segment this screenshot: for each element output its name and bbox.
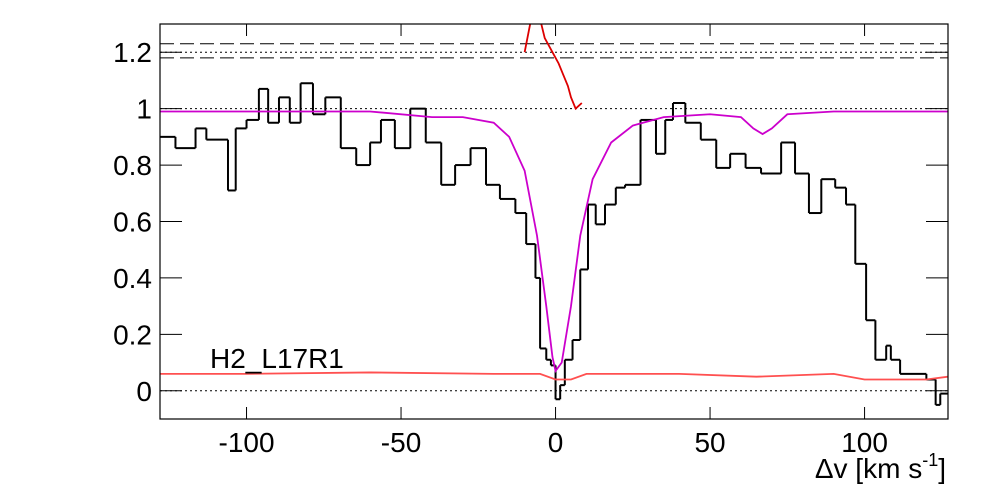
x-axis-title-sup: -1 — [922, 450, 938, 470]
y-tick-label: 0 — [136, 376, 152, 407]
x-axis-title-end: ] — [938, 453, 946, 484]
model-line — [523, 24, 583, 111]
x-axis-title: Δv [km s-1] — [815, 450, 946, 484]
y-tick-label: 1.2 — [113, 37, 152, 68]
model-line — [160, 371, 948, 381]
x-tick-label: -50 — [381, 427, 421, 458]
x-tick-label: 50 — [694, 427, 725, 458]
transition-label: H2_L17R1 — [210, 343, 344, 374]
y-tick-label: 1 — [136, 94, 152, 125]
y-tick-label: 0.6 — [113, 207, 152, 238]
plot-area — [160, 24, 948, 406]
x-axis-title-main: Δv [km s — [815, 453, 922, 484]
x-tick-label: 100 — [841, 427, 888, 458]
y-tick-label: 0.4 — [113, 263, 152, 294]
y-tick-label: 0.2 — [113, 319, 152, 350]
x-tick-label: -100 — [219, 427, 275, 458]
y-tick-label: 0.8 — [113, 150, 152, 181]
x-tick-label: 0 — [548, 427, 564, 458]
model-line — [160, 110, 948, 374]
